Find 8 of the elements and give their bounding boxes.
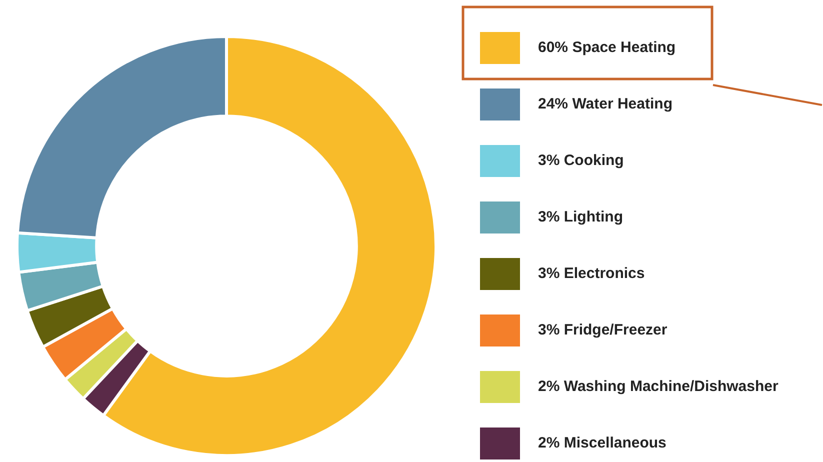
legend-label: 3% Lighting (538, 208, 623, 226)
legend-label: 3% Electronics (538, 265, 645, 282)
legend-label: 60% Space Heating (538, 39, 676, 56)
legend-label: 2% Miscellaneous (538, 434, 666, 452)
legend-label: 2% Washing Machine/Dishwasher (538, 378, 778, 396)
legend-label: 3% Cooking (538, 152, 624, 170)
legend-label: 24% Water Heating (538, 96, 672, 113)
legend-label: 3% Fridge/Freezer (538, 322, 668, 339)
